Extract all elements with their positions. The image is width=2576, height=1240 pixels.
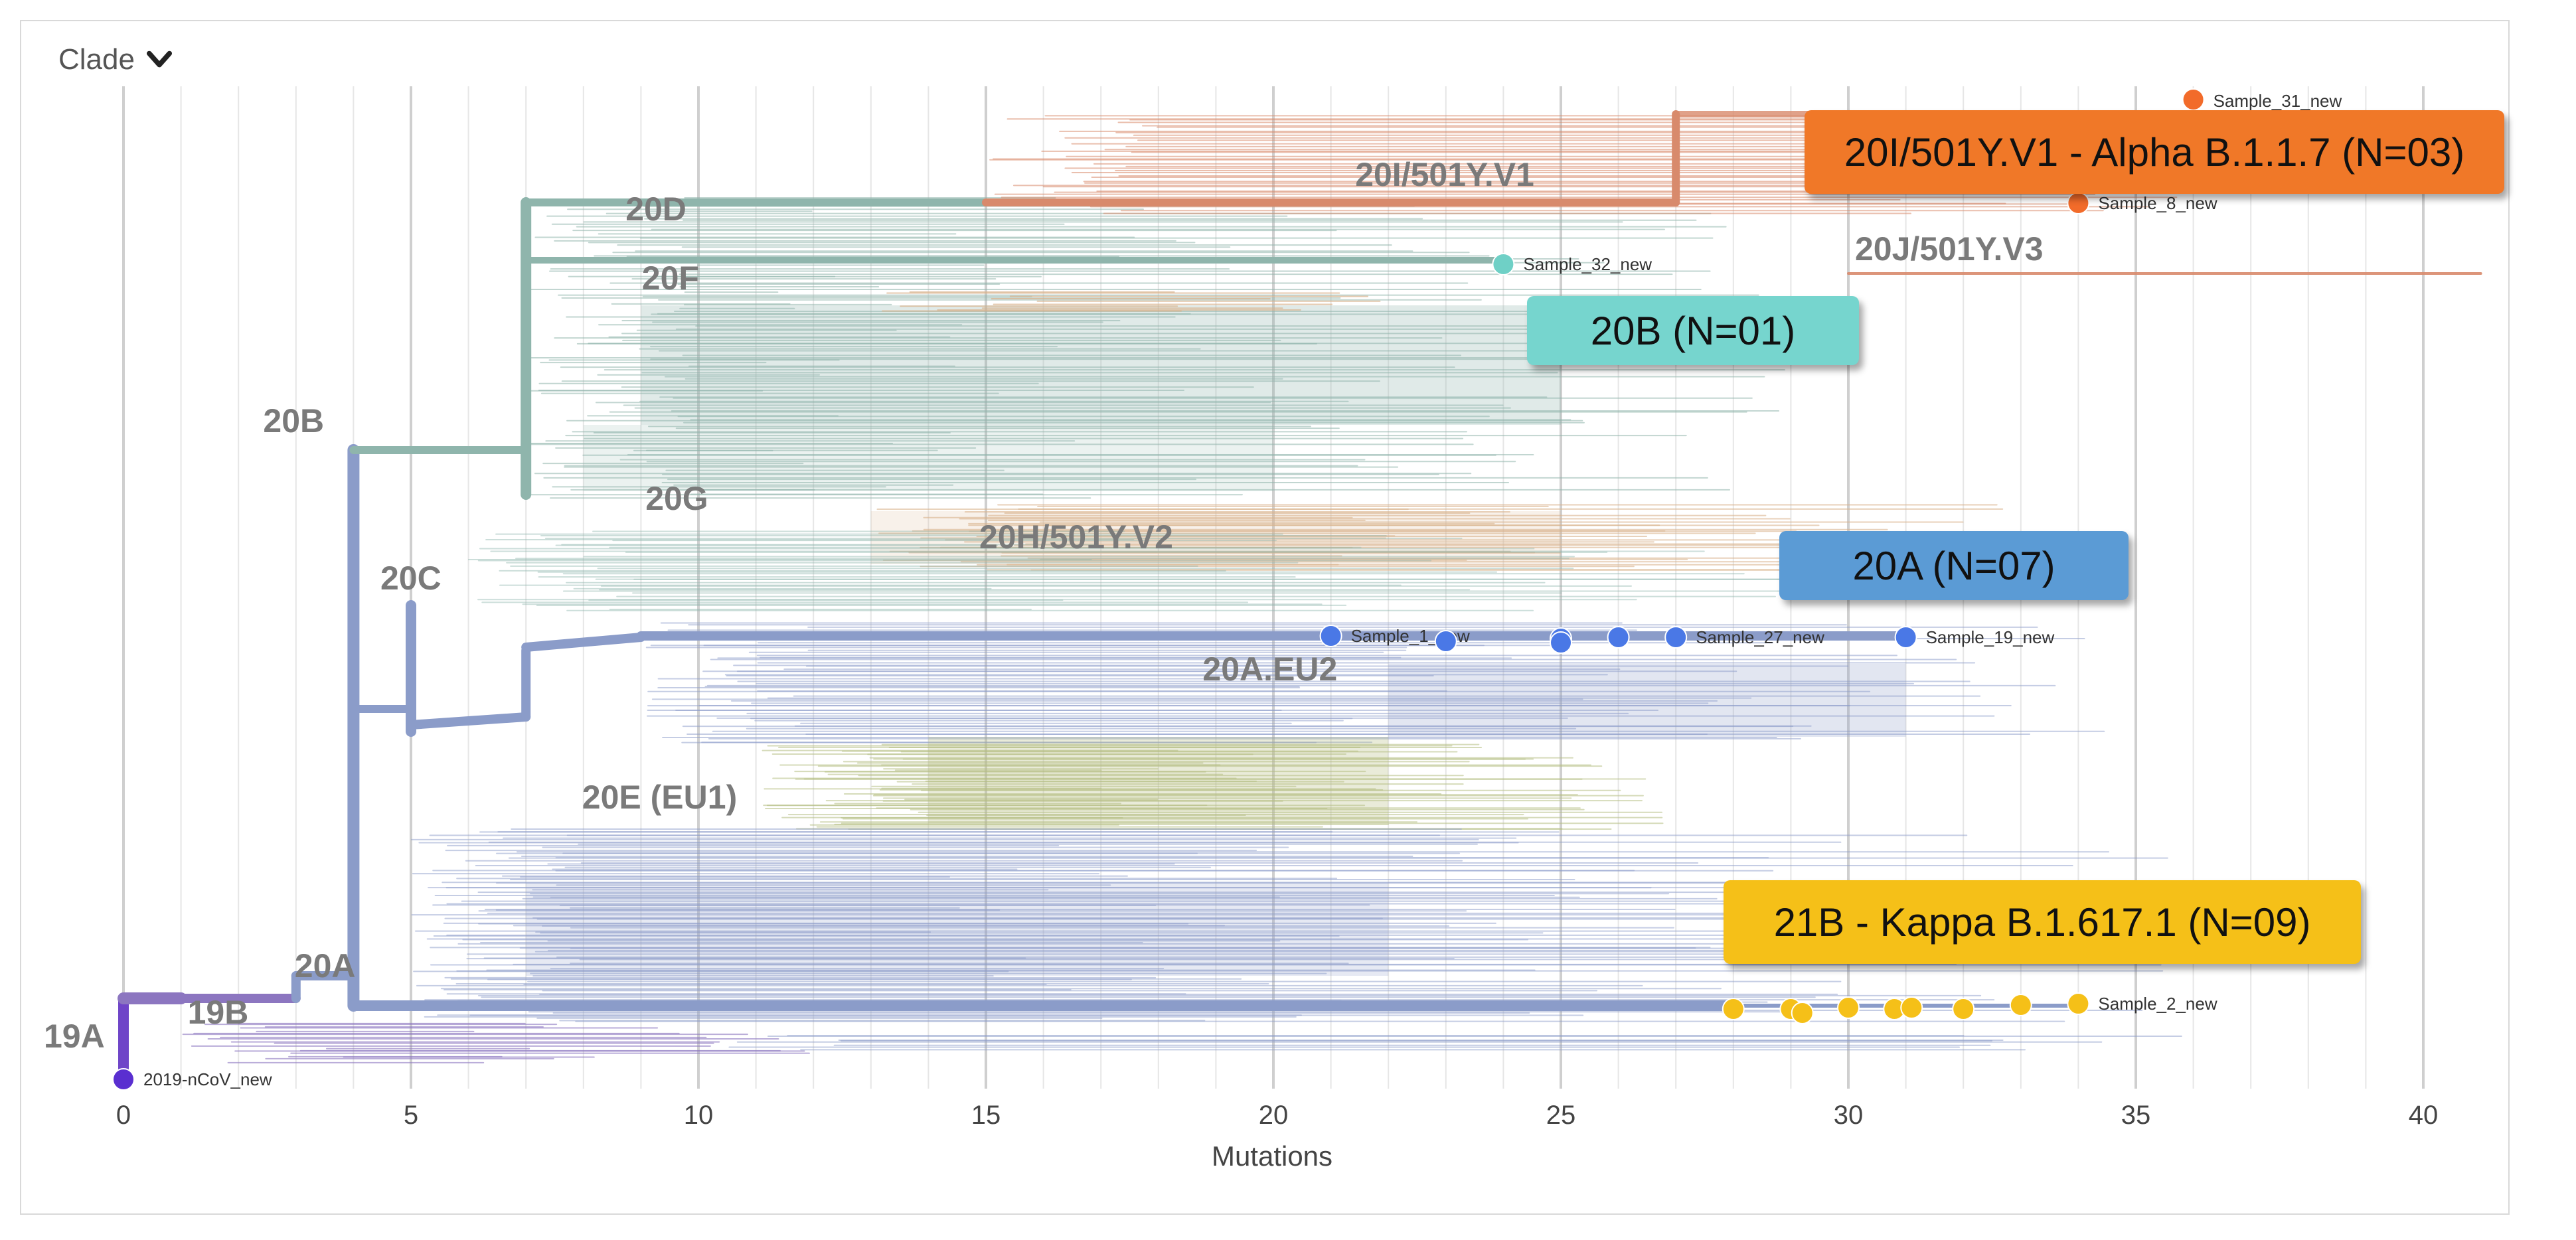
sample-marker [2067, 992, 2090, 1015]
chevron-down-icon [146, 50, 172, 68]
sample-marker [2182, 88, 2205, 111]
clade-label-20e-eu1-: 20E (EU1) [582, 779, 737, 816]
sample-marker [112, 1068, 135, 1091]
clade-label-19b: 19B [188, 994, 249, 1031]
sample-label: Sample_27_new [1696, 627, 1824, 647]
x-tick-label: 5 [404, 1101, 418, 1130]
clade-label-20j-501y-v3: 20J/501Y.V3 [1855, 230, 2044, 268]
sample-marker [2067, 192, 2090, 214]
callout-20b: 20B (N=01) [1527, 296, 1859, 365]
sample-marker [1722, 998, 1745, 1020]
clade-20a-eu2-dense-block [1388, 664, 1906, 737]
color-by-label: Clade [58, 43, 135, 76]
clade-20b-dense-block [641, 305, 1561, 425]
clade-label-20i-501y-v1: 20I/501Y.V1 [1355, 156, 1534, 193]
callout-20a: 20A (N=07) [1779, 531, 2129, 600]
x-axis-title: Mutations [1212, 1140, 1332, 1172]
color-by-dropdown[interactable]: Clade [58, 41, 172, 78]
branch-20a-eu2 [521, 633, 646, 652]
sample-label: 2019-nCoV_new [143, 1069, 272, 1089]
sample-marker [1894, 626, 1917, 649]
sample-marker [1900, 996, 1923, 1019]
sample-marker [1607, 626, 1630, 649]
sample-marker [1791, 1002, 1814, 1024]
x-tick-label: 35 [2121, 1101, 2151, 1130]
clade-label-19a: 19A [44, 1018, 105, 1055]
clade-eu1-dense-block [928, 737, 1389, 823]
x-tick-label: 10 [684, 1101, 714, 1130]
sample-marker [1550, 631, 1572, 654]
tree-branches [118, 110, 2482, 1082]
x-tick-label: 15 [971, 1101, 1001, 1130]
sample-label: Sample_19_new [1926, 627, 2055, 647]
x-tick-label: 40 [2409, 1101, 2439, 1130]
sample-marker [2009, 994, 2032, 1016]
sample-label: Sample_32_new [1523, 254, 1652, 274]
clade-20a-dense-block [526, 883, 1389, 976]
x-axis: 0 5 10 15 20 25 30 35 40 Mutations [116, 1101, 2438, 1172]
sample-marker [1492, 253, 1515, 275]
clade-label-20g: 20G [645, 480, 708, 517]
sample-marker [1952, 998, 1975, 1020]
sample-marker [1434, 630, 1457, 653]
x-tick-label: 25 [1546, 1101, 1576, 1130]
sample-label: Sample_8_new [2098, 193, 2217, 213]
clade-label-20d: 20D [625, 191, 686, 228]
clade-label-20f: 20F [642, 260, 699, 297]
x-tick-label: 30 [1834, 1101, 1864, 1130]
callout-kappa: 21B - Kappa B.1.617.1 (N=09) [1724, 880, 2361, 964]
clade-label-20b: 20B [263, 402, 324, 439]
clade-label-20a-eu2: 20A.EU2 [1202, 651, 1337, 688]
x-tick-label: 20 [1259, 1101, 1289, 1130]
sample-marker [1664, 626, 1688, 649]
callout-alpha: 20I/501Y.V1 - Alpha B.1.1.7 (N=03) [1805, 110, 2504, 194]
clade-gamma-dense-block [870, 511, 1561, 564]
clade-20b-dense-block [583, 425, 1273, 491]
sample-label: Sample_2_new [2098, 994, 2217, 1014]
branch-20a-eu2 [406, 712, 531, 730]
sample-label: Sample_31_new [2214, 91, 2342, 111]
clade-label-20a: 20A [295, 947, 356, 984]
sample-marker [1837, 996, 1860, 1019]
clade-label-20c: 20C [380, 560, 442, 597]
sample-markers: 2019-nCoV_new Sample_32_new Sample_31_new S… [112, 88, 2342, 1091]
clade-labels: 19A 19B 20A 20B 20C 20D 20F 20G 20H/501Y.V2 20I/5… [44, 156, 2044, 1055]
x-tick-label: 0 [116, 1101, 131, 1130]
sample-marker [1319, 625, 1342, 647]
clade-label-20h-501y-v2: 20H/501Y.V2 [979, 518, 1173, 556]
